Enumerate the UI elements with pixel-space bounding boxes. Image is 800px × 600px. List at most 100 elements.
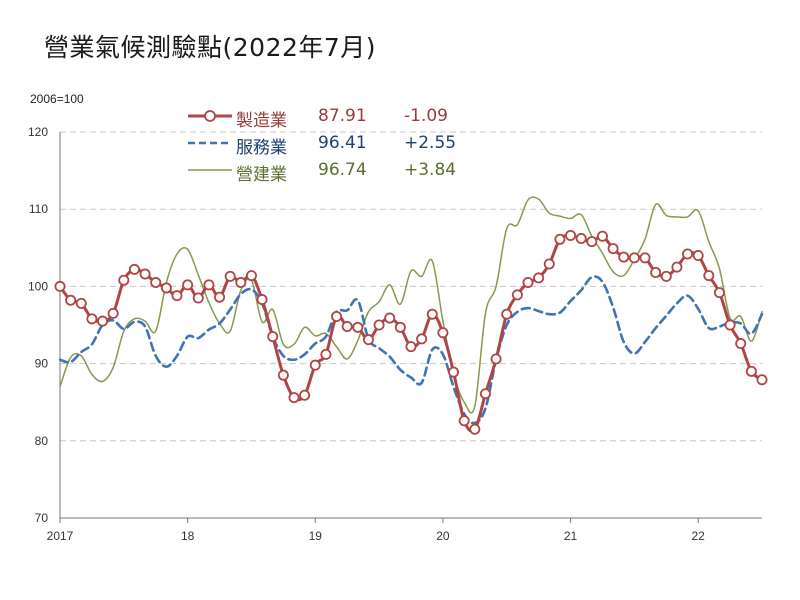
- data-point-marker: [75, 297, 87, 309]
- data-point-marker: [469, 423, 481, 435]
- data-point-marker: [341, 321, 353, 333]
- y-tick-label: 70: [35, 511, 49, 525]
- data-point-marker: [320, 348, 332, 360]
- data-point-marker: [139, 268, 151, 280]
- data-point-marker: [703, 270, 715, 282]
- data-point-marker: [54, 280, 66, 292]
- data-point-marker: [628, 252, 640, 264]
- gridlines: [60, 131, 762, 442]
- data-point-marker: [501, 308, 513, 320]
- data-point-marker: [756, 374, 768, 386]
- data-point-marker: [128, 263, 140, 275]
- data-point-marker: [682, 248, 694, 260]
- data-point-marker: [522, 277, 534, 289]
- data-point-marker: [171, 290, 183, 302]
- x-tick-label: 21: [564, 529, 578, 543]
- legend: 製造業 87.91 -1.09 服務業 96.41 +2.55 營建業 96.7…: [188, 104, 488, 185]
- data-point-marker: [618, 251, 630, 263]
- legend-value: 87.91: [318, 106, 367, 126]
- data-point-marker: [543, 258, 555, 270]
- data-point-marker: [245, 270, 257, 282]
- legend-item-manufacturing: 製造業 87.91 -1.09: [188, 104, 488, 131]
- data-point-marker: [394, 321, 406, 333]
- data-point-marker: [650, 267, 662, 279]
- data-point-marker: [150, 277, 162, 289]
- services-series-line: [58, 275, 764, 425]
- data-point-marker: [490, 353, 502, 365]
- data-point-marker: [575, 233, 587, 245]
- legend-name: 營建業: [236, 165, 287, 185]
- legend-value: 96.41: [318, 133, 367, 153]
- data-point-marker: [586, 236, 598, 248]
- x-tick-label: 2017: [47, 529, 74, 543]
- legend-change: -1.09: [404, 106, 448, 126]
- data-point-marker: [65, 294, 77, 306]
- data-point-marker: [331, 311, 343, 323]
- data-point-marker: [607, 243, 619, 255]
- data-point-marker: [256, 294, 268, 306]
- x-tick-label: 22: [692, 529, 706, 543]
- manufacturing-series-line: [58, 233, 764, 433]
- data-point-marker: [660, 270, 672, 282]
- data-point-marker: [735, 338, 747, 350]
- data-point-marker: [692, 250, 704, 262]
- data-point-marker: [288, 392, 300, 404]
- data-point-marker: [426, 308, 438, 320]
- construction-series-line: [59, 196, 763, 414]
- data-point-marker: [277, 369, 289, 381]
- data-point-marker: [224, 270, 236, 282]
- data-point-marker: [554, 233, 566, 245]
- data-point-marker: [479, 388, 491, 400]
- data-point-marker: [299, 389, 311, 401]
- legend-name: 製造業: [236, 111, 287, 131]
- data-point-marker: [405, 341, 417, 353]
- legend-item-construction: 營建業 96.74 +3.84: [188, 158, 488, 185]
- data-point-marker: [437, 327, 449, 339]
- chart-title: 營業氣候測驗點(2022年7月): [44, 33, 377, 62]
- data-point-marker: [639, 252, 651, 264]
- manufacturing-line-marker-icon: [188, 110, 232, 122]
- data-point-marker: [448, 366, 460, 378]
- data-point-marker: [671, 261, 683, 273]
- data-point-marker: [724, 319, 736, 331]
- legend-change: +3.84: [404, 160, 457, 180]
- data-point-marker: [182, 279, 194, 291]
- data-point-marker: [203, 279, 215, 291]
- data-point-marker: [214, 291, 226, 303]
- data-point-marker: [235, 277, 247, 289]
- legend-value: 96.74: [318, 160, 367, 180]
- data-point-marker: [160, 282, 172, 294]
- x-axis: 2017 18 19 20 21 22: [47, 132, 762, 543]
- data-point-marker: [713, 287, 725, 299]
- data-point-marker: [596, 230, 608, 242]
- data-point-marker: [745, 365, 757, 377]
- data-point-marker: [362, 334, 374, 346]
- data-point-marker: [373, 319, 385, 331]
- x-tick-label: 18: [181, 529, 195, 543]
- y-tick-label: 110: [29, 202, 48, 216]
- legend-item-services: 服務業 96.41 +2.55: [188, 131, 488, 158]
- legend-change: +2.55: [404, 133, 457, 153]
- y-unit-label: 2006=100: [30, 92, 84, 106]
- data-point-marker: [352, 321, 364, 333]
- data-point-marker: [533, 272, 545, 284]
- data-point-marker: [458, 415, 470, 427]
- data-point-marker: [267, 331, 279, 343]
- data-point-marker: [86, 313, 98, 325]
- data-point-marker: [118, 274, 130, 286]
- series-lines: [54, 196, 768, 435]
- data-point-marker: [97, 315, 109, 327]
- data-point-marker: [107, 307, 119, 319]
- data-point-marker: [192, 292, 204, 304]
- construction-thin-line-icon: [188, 169, 232, 171]
- y-tick-label: 120: [28, 125, 48, 139]
- y-tick-label: 90: [35, 357, 49, 371]
- y-tick-label: 100: [28, 279, 48, 293]
- y-tick-labels: 70 80 90 100 110 120: [28, 125, 48, 525]
- y-tick-label: 80: [35, 434, 49, 448]
- services-dashed-line-icon: [188, 141, 232, 145]
- legend-name: 服務業: [236, 138, 287, 158]
- data-point-marker: [384, 312, 396, 324]
- x-tick-label: 19: [309, 529, 323, 543]
